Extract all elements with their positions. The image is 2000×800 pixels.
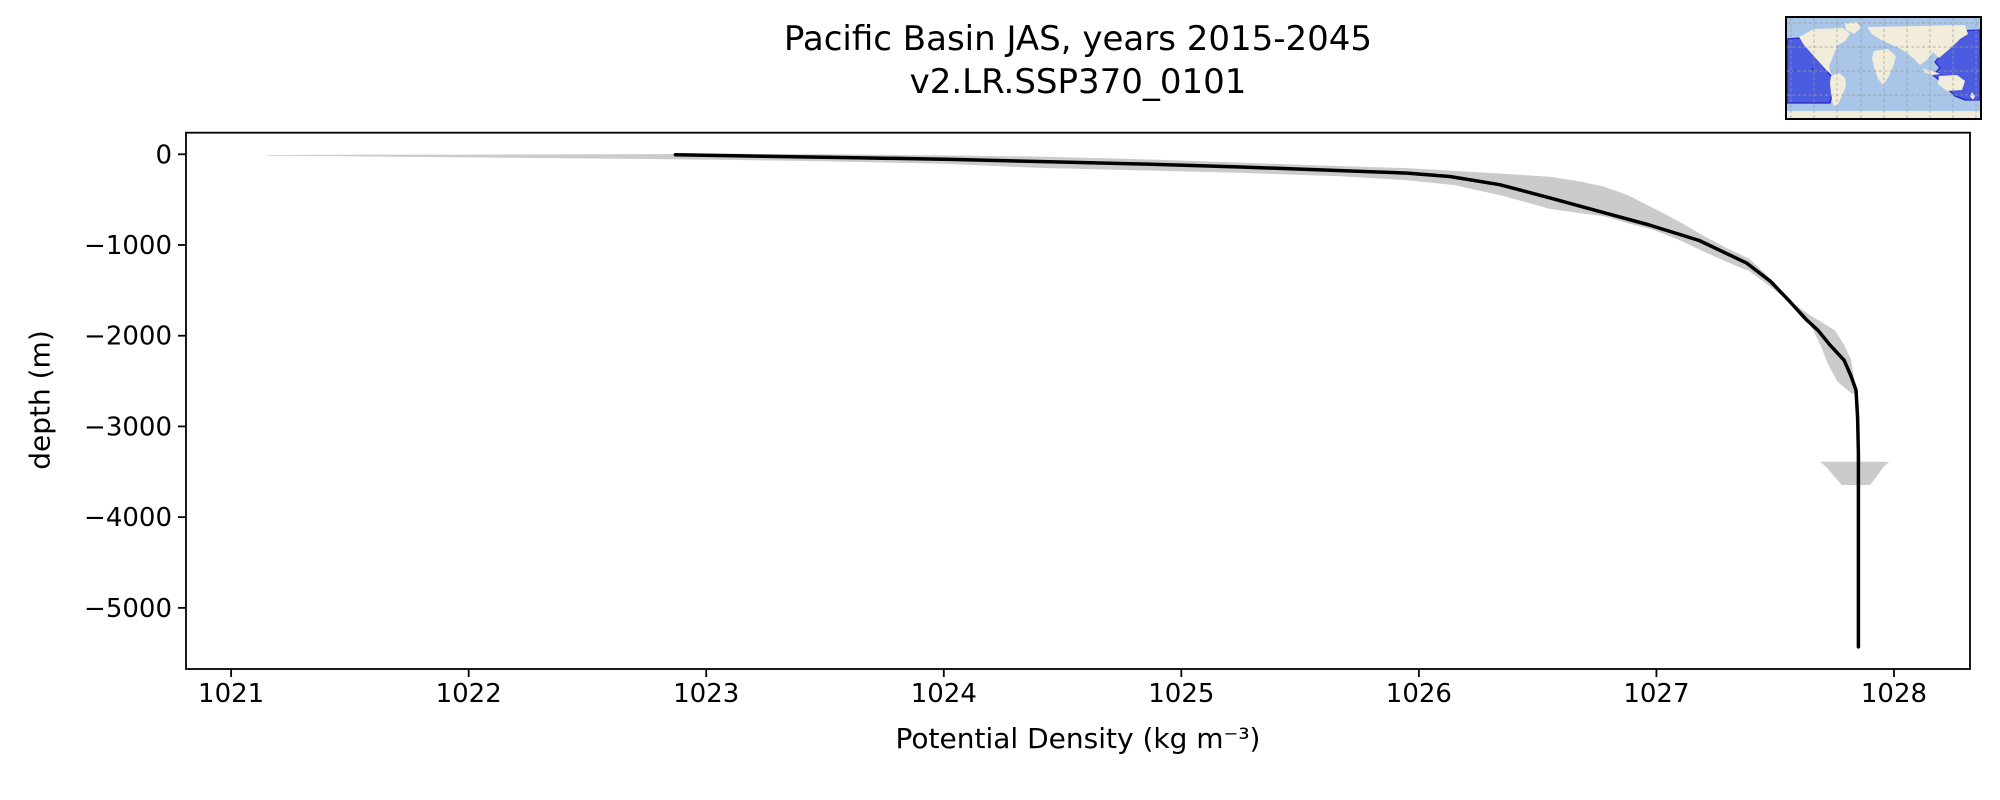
x-tick-label: 1025 (1148, 679, 1214, 709)
x-tick-label: 1023 (673, 679, 739, 709)
x-tick-label: 1024 (911, 679, 977, 709)
y-tick-label: −4000 (84, 503, 172, 533)
land-masses (1787, 22, 1980, 118)
map-inset (1785, 16, 1982, 120)
map-gridlines (1787, 18, 1980, 118)
title-block: Pacific Basin JAS, years 2015-2045 v2.LR… (186, 18, 1970, 104)
x-tick-label: 1022 (436, 679, 502, 709)
x-tick-label: 1028 (1861, 679, 1927, 709)
chart-subtitle: v2.LR.SSP370_0101 (909, 62, 1247, 102)
island-dot (1811, 67, 1815, 71)
y-tick-label: −3000 (84, 412, 172, 442)
y-tick-label: −1000 (84, 231, 172, 261)
uncertainty-band (266, 153, 1855, 394)
uncertainty-band-patch (1820, 461, 1890, 485)
y-axis-label: depth (m) (23, 330, 57, 470)
world-map (1787, 18, 1980, 118)
y-tick-label: −2000 (84, 322, 172, 352)
density-profile-line (673, 152, 1861, 649)
y-tick-label: 0 (155, 140, 172, 170)
plot-frame (185, 131, 1971, 670)
chart-title: Pacific Basin JAS, years 2015-2045 (783, 19, 1373, 59)
y-tick-label: −5000 (84, 594, 172, 624)
x-tick-label: 1021 (198, 679, 264, 709)
x-axis-label: Potential Density (kg m⁻³) (895, 722, 1261, 755)
x-tick-label: 1027 (1623, 679, 1689, 709)
x-tick-label: 1026 (1386, 679, 1452, 709)
